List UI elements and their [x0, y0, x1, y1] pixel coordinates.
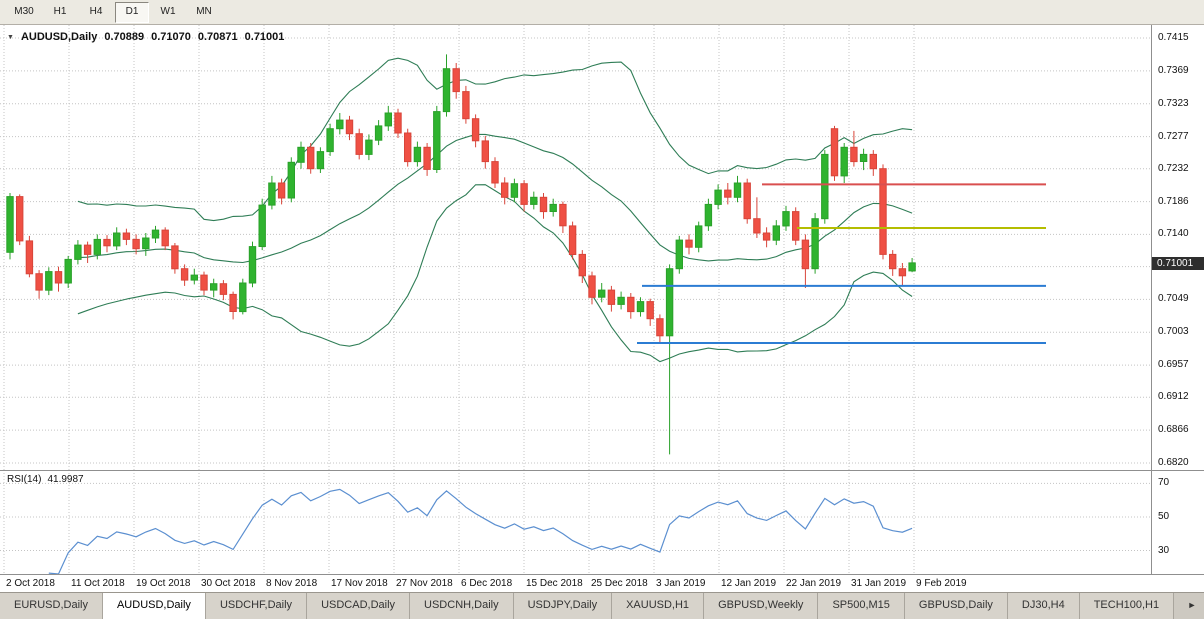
date-axis-tick: 19 Oct 2018 — [136, 578, 191, 589]
price-axis-tick: 0.7003 — [1158, 326, 1189, 337]
rsi-value: 41.9987 — [47, 474, 84, 485]
price-axis-tick: 0.6957 — [1158, 359, 1189, 370]
timeframe-button-h1[interactable]: H1 — [53, 5, 67, 17]
date-axis-tick: 30 Oct 2018 — [201, 578, 256, 589]
rsi-grid-layer — [0, 470, 1151, 574]
chart-close-value: 0.71001 — [244, 31, 285, 43]
chart-title: ▼ AUDUSD,Daily 0.70889 0.71070 0.70871 0… — [7, 31, 284, 43]
timeframe-button-h4[interactable]: H4 — [89, 5, 103, 17]
date-axis-tick: 2 Oct 2018 — [6, 578, 55, 589]
price-axis-tick: 0.7232 — [1158, 163, 1189, 174]
chart-tab-bar: EURUSD,Daily AUDUSD,Daily USDCHF,Daily USDC… — [0, 592, 1204, 619]
date-axis-tick: 12 Jan 2019 — [721, 578, 777, 589]
date-axis-tick: 25 Dec 2018 — [591, 578, 648, 589]
chart-tab-gbpusd-daily[interactable]: GBPUSD,Daily — [904, 593, 1008, 619]
rsi-indicator-canvas[interactable] — [0, 470, 1151, 574]
date-axis-tick: 6 Dec 2018 — [461, 578, 513, 589]
price-axis-tick: 0.7323 — [1158, 98, 1189, 109]
date-axis-tick: 31 Jan 2019 — [851, 578, 907, 589]
date-axis-tick: 27 Nov 2018 — [396, 578, 453, 589]
rsi-axis-tick: 30 — [1158, 545, 1170, 556]
chart-low-value: 0.70871 — [197, 31, 238, 43]
tab-scroll-right-icon[interactable]: ► — [1187, 600, 1197, 610]
date-axis-tick: 3 Jan 2019 — [656, 578, 706, 589]
panel-separator — [0, 470, 1204, 471]
chart-tab-usdcnh-daily[interactable]: USDCNH,Daily — [410, 593, 514, 619]
chart-tab-dj30-h4[interactable]: DJ30,H4 — [1007, 593, 1080, 619]
price-axis-tick: 0.7140 — [1158, 228, 1189, 239]
timeframe-button-mn[interactable]: MN — [196, 5, 212, 17]
date-axis-tick: 9 Feb 2019 — [916, 578, 967, 589]
price-axis-tick: 0.6866 — [1158, 424, 1189, 435]
chart-tab-xauusd-h1[interactable]: XAUUSD,H1 — [612, 593, 705, 619]
main-chart-canvas[interactable] — [0, 25, 1151, 470]
date-axis-tick: 11 Oct 2018 — [71, 578, 125, 589]
hlines-layer — [637, 183, 1046, 344]
price-axis-tick: 0.7277 — [1158, 131, 1189, 142]
chart-symbol-label: AUDUSD,Daily — [20, 31, 98, 43]
timeframe-toolbar: M30 H1 H4 D1 W1 MN — [0, 0, 1204, 25]
price-axis-tick: 0.6820 — [1158, 457, 1189, 468]
bollinger-lower-band — [77, 184, 913, 363]
bollinger-bands-layer — [77, 57, 913, 363]
chart-tab-sp500-m15[interactable]: SP500,M15 — [818, 593, 905, 619]
price-axis-tick: 0.7049 — [1158, 293, 1189, 304]
chart-tab-usdchf-daily[interactable]: USDCHF,Daily — [205, 593, 308, 619]
price-axis-tick: 0.7415 — [1158, 32, 1189, 43]
chart-high-value: 0.71070 — [151, 31, 191, 43]
candles-layer — [6, 54, 916, 455]
bollinger-middle-band — [77, 133, 913, 264]
chart-tab-eurusd-daily[interactable]: EURUSD,Daily — [0, 593, 103, 619]
price-axis-tick: 0.6912 — [1158, 391, 1189, 402]
current-price-badge: 0.71001 — [1152, 257, 1204, 270]
bollinger-upper-band — [77, 57, 913, 222]
date-axis-tick: 17 Nov 2018 — [331, 578, 388, 589]
timeframe-button-d1[interactable]: D1 — [115, 1, 149, 23]
rsi-axis-tick: 50 — [1158, 511, 1170, 522]
timeframe-button-m30[interactable]: M30 — [14, 5, 34, 17]
price-axis[interactable]: 0.71001 0.7415 0.7369 0.7323 0.7277 0.7232 0.… — [1151, 25, 1204, 574]
date-axis-tick: 8 Nov 2018 — [266, 578, 318, 589]
date-axis-tick: 22 Jan 2019 — [786, 578, 842, 589]
date-axis-tick: 15 Dec 2018 — [526, 578, 583, 589]
chart-tab-usdjpy-daily[interactable]: USDJPY,Daily — [513, 593, 613, 619]
price-axis-tick: 0.7186 — [1158, 196, 1189, 207]
chart-tab-gbpusd-weekly[interactable]: GBPUSD,Weekly — [704, 593, 819, 619]
rsi-axis-tick: 70 — [1158, 477, 1170, 488]
date-axis[interactable]: 2 Oct 2018 11 Oct 2018 19 Oct 2018 30 Oct 2… — [0, 574, 1204, 592]
price-axis-tick: 0.7369 — [1158, 65, 1189, 76]
rsi-name: RSI(14) — [7, 474, 42, 485]
rsi-indicator-label: RSI(14) 41.9987 — [7, 474, 84, 485]
timeframe-button-w1[interactable]: W1 — [160, 5, 176, 17]
rsi-line — [48, 488, 913, 574]
chart-tab-usdcad-daily[interactable]: USDCAD,Daily — [307, 593, 411, 619]
chart-tab-audusd-daily[interactable]: AUDUSD,Daily — [102, 593, 206, 619]
chart-collapse-icon[interactable]: ▼ — [7, 33, 14, 41]
chart-open-value: 0.70889 — [104, 31, 145, 43]
chart-tab-tech100-h1[interactable]: TECH100,H1 — [1079, 593, 1175, 619]
